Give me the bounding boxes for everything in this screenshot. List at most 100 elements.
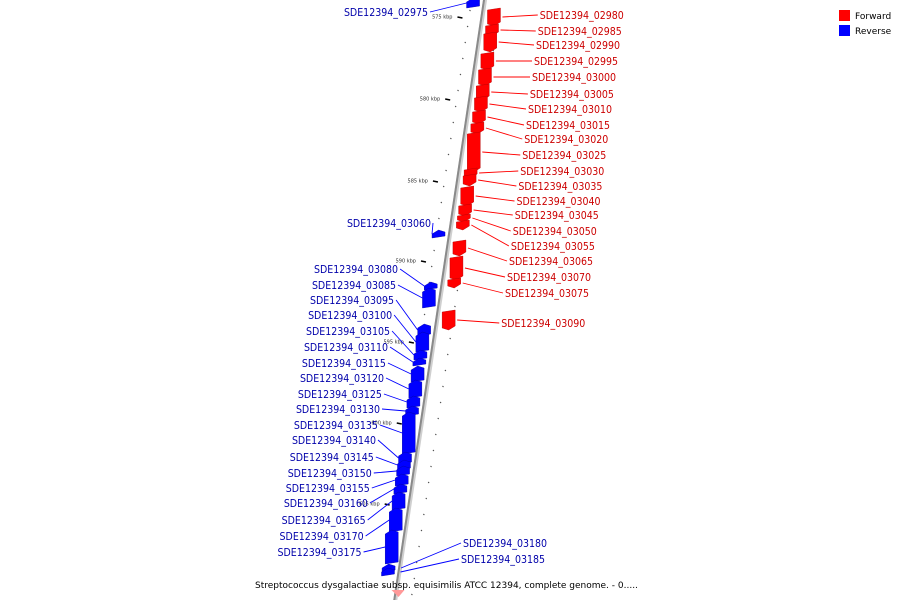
reverse-gene-label: SDE12394_03180: [463, 538, 547, 550]
minor-tick: [445, 169, 447, 172]
reverse-label-connector: [429, 2, 467, 13]
reverse-gene-label: SDE12394_03130: [296, 404, 380, 416]
forward-gene-feature: [478, 67, 492, 87]
minor-tick: [450, 137, 452, 140]
minor-tick: [452, 121, 455, 124]
reverse-gene-label: SDE12394_03060: [347, 218, 431, 230]
minor-tick: [464, 41, 467, 44]
minor-tick: [440, 201, 443, 204]
reverse-label-connector: [387, 362, 412, 375]
forward-label-connector: [502, 14, 538, 18]
reverse-label-connector: [399, 268, 425, 287]
reverse-gene-label: SDE12394_03170: [280, 531, 364, 543]
reverse-gene-label: SDE12394_03110: [304, 342, 388, 354]
reverse-gene-feature: [395, 473, 409, 487]
forward-gene-label: SDE12394_03040: [517, 196, 601, 208]
reverse-gene-feature: [412, 357, 427, 367]
reverse-gene-label: SDE12394_02975: [344, 7, 428, 19]
minor-tick: [438, 217, 440, 220]
reverse-gene-feature: [410, 365, 425, 383]
minor-tick: [420, 529, 423, 532]
minor-tick: [423, 313, 426, 316]
tick-mark: [445, 98, 451, 101]
minor-tick: [418, 545, 420, 548]
minor-tick: [430, 465, 432, 468]
minor-tick: [430, 265, 433, 268]
forward-gene-feature: [472, 109, 486, 125]
forward-label-connector: [457, 319, 500, 324]
forward-gene-label: SDE12394_03050: [513, 226, 597, 238]
minor-tick: [432, 449, 435, 452]
forward-gene-label: SDE12394_03065: [509, 256, 593, 268]
legend-reverse-swatch: [839, 25, 850, 36]
reverse-label-connector: [381, 408, 406, 412]
forward-label-connector: [489, 103, 527, 110]
reverse-label-connector: [365, 519, 390, 537]
minor-tick: [442, 185, 445, 188]
reverse-label-connector: [383, 393, 408, 403]
minor-tick: [454, 105, 457, 108]
forward-gene-label: SDE12394_03015: [526, 120, 610, 132]
forward-gene-feature: [460, 185, 474, 207]
reverse-gene-feature: [381, 567, 395, 577]
forward-gene-label: SDE12394_02985: [538, 26, 622, 38]
minor-tick: [442, 385, 444, 388]
gene-labels: SDE12394_02980 SDE12394_02985 SDE12394_029…: [277, 2, 624, 573]
reverse-gene-label: SDE12394_03100: [308, 310, 392, 322]
gene-features: [381, 0, 501, 597]
forward-label-connector: [485, 127, 523, 140]
forward-gene-feature: [470, 121, 485, 135]
forward-gene-feature: [447, 277, 461, 289]
tick-label: 605 kbp: [359, 502, 379, 508]
minor-tick: [454, 305, 456, 308]
reverse-gene-label: SDE12394_03160: [284, 498, 368, 510]
tick-label: 585 kbp: [408, 179, 428, 185]
minor-tick: [456, 289, 459, 292]
forward-label-connector: [482, 151, 521, 156]
reverse-gene-label: SDE12394_03085: [312, 280, 396, 292]
minor-tick: [447, 153, 450, 156]
reverse-label-connector: [393, 314, 417, 343]
reverse-gene-label: SDE12394_03165: [282, 515, 366, 527]
minor-tick: [383, 585, 385, 588]
forward-label-connector: [487, 116, 525, 126]
forward-label-connector: [475, 195, 515, 202]
reverse-label-connector: [375, 456, 398, 466]
reverse-label-connector: [431, 222, 434, 235]
forward-label-connector: [478, 179, 517, 187]
reverse-gene-feature: [398, 451, 412, 465]
tick-mark: [420, 260, 427, 263]
reverse-label-connector: [400, 542, 462, 569]
minor-tick: [469, 9, 471, 12]
reverse-label-connector: [371, 479, 396, 489]
forward-gene-label: SDE12394_03000: [532, 72, 616, 84]
reverse-label-connector: [391, 330, 415, 356]
reverse-gene-label: SDE12394_03105: [306, 326, 390, 338]
legend: Forward Reverse: [839, 10, 892, 37]
minor-tick: [413, 577, 416, 580]
forward-gene-feature: [457, 213, 471, 223]
genome-backbone: [393, 0, 488, 600]
minor-tick: [434, 433, 437, 436]
reverse-gene-feature: [402, 411, 416, 455]
forward-gene-label: SDE12394_03020: [524, 134, 608, 146]
reverse-gene-feature: [406, 395, 421, 409]
minor-tick: [461, 57, 464, 60]
minor-tick: [437, 417, 440, 420]
reverse-label-connector: [367, 500, 393, 521]
forward-label-connector: [472, 217, 511, 232]
reverse-label-connector: [373, 470, 397, 474]
forward-label-connector: [473, 209, 513, 216]
forward-gene-label: SDE12394_03075: [505, 288, 589, 300]
reverse-label-connector: [397, 284, 423, 299]
forward-gene-label: SDE12394_02995: [534, 56, 618, 68]
forward-label-connector: [462, 282, 504, 294]
forward-gene-label: SDE12394_02990: [536, 40, 620, 52]
reverse-gene-feature: [424, 281, 438, 291]
reverse-gene-label: SDE12394_03175: [277, 547, 361, 559]
reverse-gene-feature: [415, 331, 430, 353]
forward-gene-feature: [467, 131, 481, 173]
reverse-gene-feature: [422, 287, 436, 309]
tick-mark: [432, 180, 439, 183]
minor-tick: [415, 561, 418, 564]
